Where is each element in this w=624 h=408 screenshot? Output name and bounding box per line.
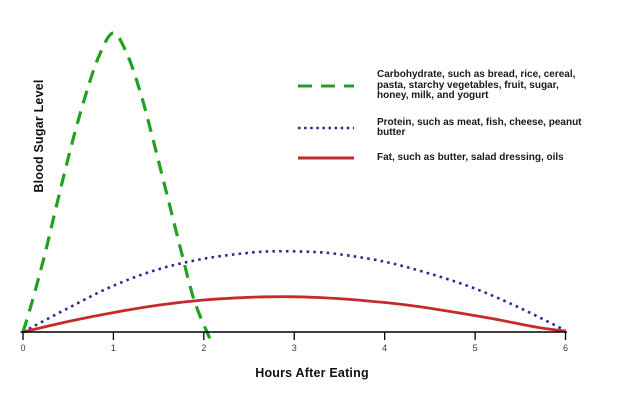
- legend-label-carbohydrate: Carbohydrate, such as bread, rice, cerea…: [377, 69, 576, 101]
- x-tick-label: 4: [382, 343, 387, 353]
- x-tick-label: 1: [111, 343, 116, 353]
- legend: Carbohydrate, such as bread, rice, cerea…: [298, 69, 618, 164]
- fat-legend-line-icon: [298, 156, 354, 160]
- protein-legend-line-icon: [298, 126, 354, 130]
- x-axis-label: Hours After Eating: [255, 366, 369, 380]
- legend-label-protein: Protein, such as meat, fish, cheese, pea…: [377, 116, 582, 138]
- fat-curve: [22, 295, 566, 334]
- x-tick-label: 0: [20, 343, 25, 353]
- x-tick-label: 6: [563, 343, 568, 353]
- carbohydrate-legend-line-icon: [298, 84, 354, 88]
- legend-item-fat: Fat, such as butter, salad dressing, oil…: [298, 151, 618, 164]
- carbohydrate-curve: [21, 31, 215, 347]
- x-tick-label: 2: [201, 343, 206, 353]
- legend-item-protein: Protein, such as meat, fish, cheese, pea…: [298, 116, 618, 139]
- y-axis-label: Blood Sugar Level: [32, 79, 46, 193]
- protein-curve: [22, 249, 567, 334]
- legend-item-carbohydrate: Carbohydrate, such as bread, rice, cerea…: [298, 69, 618, 102]
- x-tick-label: 5: [473, 343, 478, 353]
- x-tick-label: 3: [292, 343, 297, 353]
- legend-label-fat: Fat, such as butter, salad dressing, oil…: [377, 151, 564, 163]
